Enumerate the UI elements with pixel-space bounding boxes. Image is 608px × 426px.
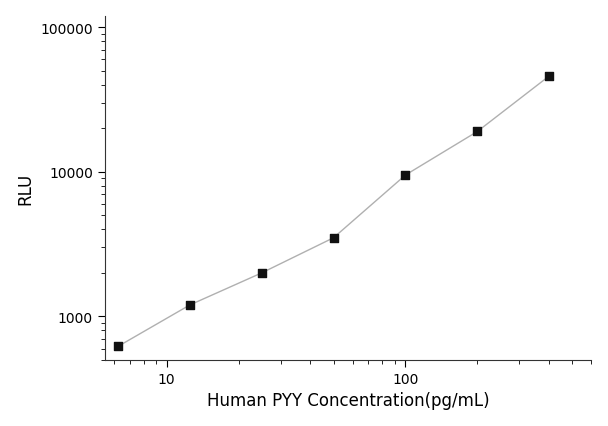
Point [185, 302, 195, 309]
Point [401, 172, 410, 179]
X-axis label: Human PYY Concentration(pg/mL): Human PYY Concentration(pg/mL) [207, 391, 489, 409]
Point [257, 270, 266, 276]
Point [544, 73, 554, 80]
Point [329, 235, 339, 242]
Y-axis label: RLU: RLU [16, 172, 35, 204]
Point [113, 343, 123, 350]
Point [472, 129, 482, 135]
